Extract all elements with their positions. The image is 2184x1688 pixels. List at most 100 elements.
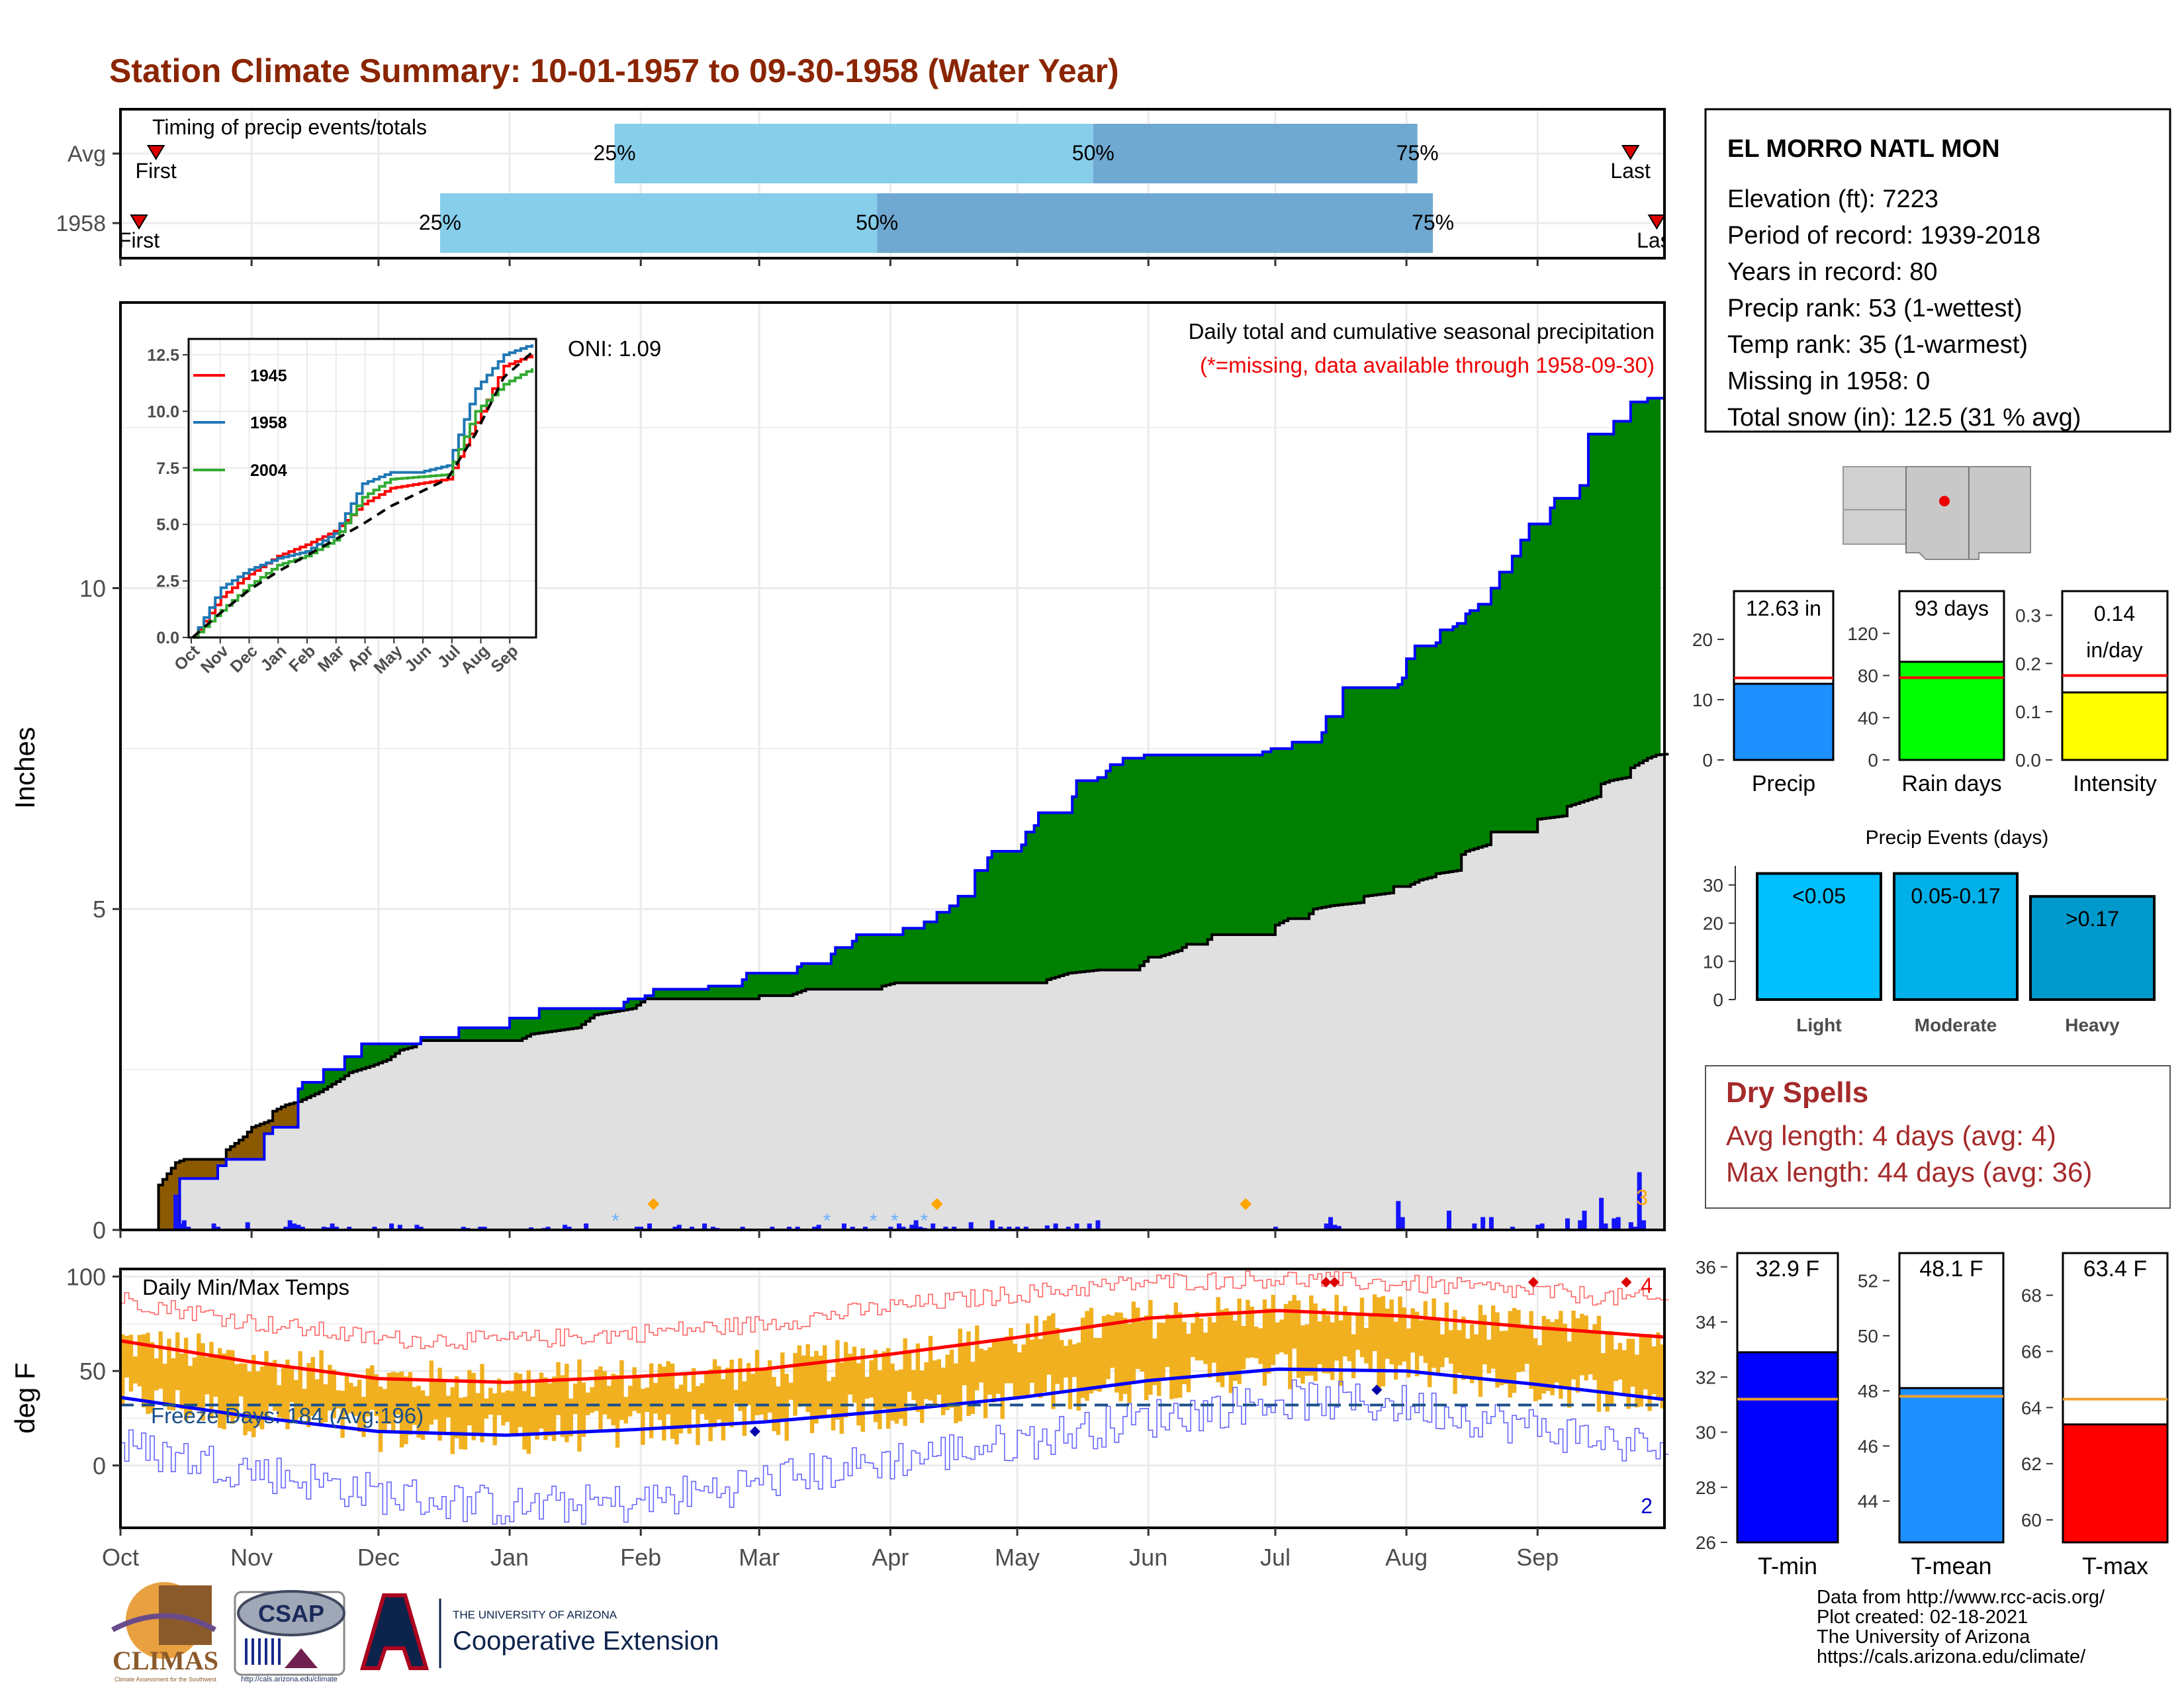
daily-precip-bar bbox=[482, 1227, 487, 1230]
daily-precip-bar bbox=[321, 1227, 326, 1230]
tstat-y-tick-label: 26 bbox=[1696, 1532, 1716, 1553]
daily-precip-bar bbox=[283, 1227, 289, 1230]
daily-precip-bar bbox=[931, 1223, 936, 1230]
inset-average-line bbox=[191, 351, 533, 639]
station-info-box: EL MORRO NATL MON Elevation (ft): 7223 Per… bbox=[1704, 108, 2171, 433]
inset-y-tick-label: 10.0 bbox=[147, 402, 179, 421]
footer: Data from http://www.rcc-acis.org/Plot c… bbox=[111, 1582, 2105, 1683]
daily-precip-bar bbox=[287, 1220, 293, 1230]
csap-mountain bbox=[285, 1648, 318, 1668]
temp-frame bbox=[119, 1268, 1666, 1529]
tstat-y-tick-label: 68 bbox=[2021, 1286, 2042, 1306]
daily-precip-bar bbox=[1332, 1225, 1338, 1230]
record-high-marker bbox=[1329, 1276, 1340, 1288]
station-info-line: Elevation (ft): 7223 bbox=[1727, 185, 1938, 213]
dry-spells-frame bbox=[1705, 1065, 2171, 1209]
month-tick-label: May bbox=[995, 1544, 1040, 1571]
timing-q2-bar bbox=[1093, 124, 1418, 183]
state-neighbor bbox=[1843, 466, 1907, 510]
daily-precip-bar bbox=[1015, 1227, 1021, 1230]
daily-precip-bar bbox=[998, 1227, 1003, 1230]
intensity-unit-label: in/day bbox=[2086, 638, 2142, 662]
record-high-count: 4 bbox=[1641, 1274, 1653, 1297]
record-marker bbox=[931, 1198, 943, 1210]
daily-precip-bar bbox=[647, 1223, 652, 1230]
tstat-bar bbox=[2062, 1423, 2169, 1544]
stat-y-tick-label: 80 bbox=[1858, 666, 1878, 686]
inset-y-tick-label: 5.0 bbox=[156, 516, 179, 534]
timing-p50-label: 50% bbox=[1072, 141, 1115, 165]
stat-y-tick-label: 0 bbox=[1868, 750, 1878, 771]
month-tick-label: Apr bbox=[872, 1544, 909, 1571]
station-info-line: Period of record: 1939-2018 bbox=[1727, 222, 2040, 250]
tstat-category-label: T-min bbox=[1758, 1552, 1817, 1579]
tstat-category-label: T-max bbox=[2082, 1552, 2148, 1579]
daily-precip-bar bbox=[181, 1220, 187, 1230]
tstat-value-label: 63.4 F bbox=[2083, 1256, 2147, 1282]
tstat-y-tick-label: 28 bbox=[1696, 1477, 1716, 1498]
first-event-marker bbox=[130, 214, 148, 230]
event-category-label: Moderate bbox=[1915, 1015, 1997, 1035]
daily-precip-bar bbox=[901, 1227, 906, 1230]
daily-precip-bar bbox=[1095, 1220, 1101, 1230]
tstat-y-tick-label: 46 bbox=[1858, 1436, 1878, 1456]
tstat-category-label: T-mean bbox=[1911, 1552, 1991, 1579]
climatology-area bbox=[120, 754, 1664, 1230]
daily-precip-bar bbox=[795, 1227, 800, 1230]
dry-spells-title: Dry Spells bbox=[1726, 1076, 1868, 1109]
csap-url: http://cals.arizona.edu/climate bbox=[241, 1675, 338, 1683]
daily-precip-bar bbox=[786, 1227, 792, 1230]
daily-precip-bar bbox=[1044, 1225, 1050, 1230]
footer-credit-line: https://cals.arizona.edu/climate/ bbox=[1817, 1646, 2086, 1667]
record-high-marker bbox=[1621, 1276, 1632, 1288]
daily-precip-bar bbox=[1400, 1217, 1405, 1230]
stat-y-tick-label: 10 bbox=[1692, 690, 1713, 710]
stat-bar bbox=[2061, 691, 2169, 761]
daily-precip-bar bbox=[1578, 1220, 1583, 1230]
event-bar-label: <0.05 bbox=[1792, 884, 1846, 908]
event-category-label: Heavy bbox=[2065, 1015, 2120, 1035]
events-y-tick-label: 30 bbox=[1703, 875, 1723, 896]
daily-precip-bar bbox=[989, 1220, 995, 1230]
month-tick-label: Nov bbox=[230, 1544, 273, 1571]
event-category-label: Light bbox=[1796, 1015, 1841, 1035]
record-marker bbox=[1240, 1198, 1252, 1210]
tstat-y-tick-label: 48 bbox=[1858, 1381, 1878, 1401]
daily-precip-bar bbox=[1633, 1227, 1638, 1230]
stat-y-tick-label: 0 bbox=[1702, 750, 1713, 771]
daily-precip-bar bbox=[888, 1227, 893, 1230]
events-y-tick-label: 10 bbox=[1703, 951, 1723, 972]
temp-y-axis-label: deg F bbox=[9, 1362, 40, 1433]
daily-precip-bar bbox=[1603, 1223, 1608, 1230]
tstat-y-tick-label: 52 bbox=[1858, 1271, 1878, 1291]
daily-precip-bar bbox=[478, 1227, 483, 1230]
timing-row-label: Avg bbox=[68, 142, 106, 167]
daily-precip-bar bbox=[841, 1223, 846, 1230]
climas-logo-text: CLIMAS bbox=[113, 1646, 218, 1675]
daily-precip-bar bbox=[1074, 1223, 1079, 1230]
event-bar-label: 0.05-0.17 bbox=[1911, 884, 2000, 908]
tstat-y-tick-label: 32 bbox=[1696, 1367, 1716, 1387]
record-max-line bbox=[120, 1270, 1669, 1350]
daily-precip-bar bbox=[672, 1227, 678, 1230]
month-tick-label: Sep bbox=[1516, 1544, 1559, 1571]
timing-frame bbox=[119, 108, 1666, 259]
stat-y-tick-label: 0.2 bbox=[2015, 653, 2041, 674]
first-label: First bbox=[118, 228, 159, 252]
stat-y-tick-label: 0.3 bbox=[2015, 605, 2041, 626]
daily-precip-bar bbox=[1641, 1220, 1647, 1230]
daily-precip-bar bbox=[1053, 1223, 1058, 1230]
daily-precip-bar bbox=[968, 1222, 974, 1230]
freeze-days-label: Freeze Days: 184 (Avg:196) bbox=[151, 1403, 424, 1428]
precip-stats-charts: 0 10 20 Precip 0 40 80 120 Rain days 0.0 0.1 0.2 0.3… bbox=[1692, 590, 2169, 796]
csap-cloud bbox=[237, 1590, 345, 1636]
inset-y-tick-label: 0.0 bbox=[156, 629, 179, 647]
location-map bbox=[1843, 463, 2032, 563]
tstat-y-tick-label: 60 bbox=[2021, 1510, 2042, 1530]
inset-series-line bbox=[193, 368, 533, 639]
inset-y-tick-label: 12.5 bbox=[147, 346, 179, 365]
dry-max-length: Max length: 44 days (avg: 36) bbox=[1726, 1156, 2092, 1188]
ua-big-text: Cooperative Extension bbox=[453, 1626, 719, 1656]
